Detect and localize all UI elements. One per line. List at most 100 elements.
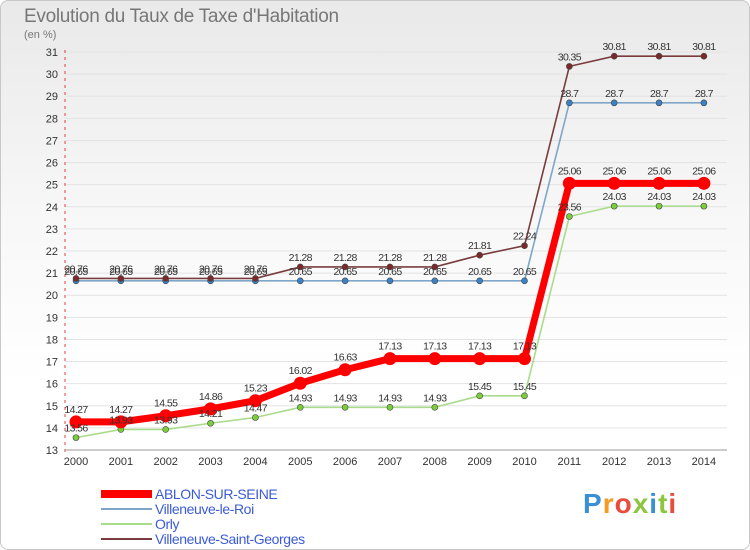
legend-label: ABLON-SUR-SEINE [155,486,277,502]
data-label: 21.28 [378,252,402,264]
data-point [562,176,576,190]
data-point [383,352,397,366]
data-label: 20.65 [199,266,223,278]
data-point [296,404,304,411]
x-tick-label: 2001 [109,456,133,468]
x-tick-label: 2011 [558,456,582,468]
data-point [473,352,487,366]
data-label: 17.13 [468,341,492,353]
data-label: 20.76 [244,263,268,275]
x-tick-label: 2007 [378,456,402,468]
y-tick-label: 14 [46,423,58,435]
x-tick-label: 2013 [647,456,671,468]
data-label: 20.65 [244,266,268,278]
data-point [386,277,394,285]
data-label: 16.63 [333,352,357,364]
unit-label: (en %) [24,29,57,41]
data-point [341,277,349,285]
data-label: 14.27 [64,404,88,416]
x-tick-label: 2003 [198,456,222,468]
data-label: 17.13 [423,341,447,353]
data-label: 20.76 [109,263,133,275]
x-tick-label: 2006 [333,456,357,468]
data-point [162,426,169,433]
data-point [655,99,663,107]
data-point [700,52,708,60]
x-tick-label: 2004 [243,456,267,468]
data-point [652,176,666,190]
data-point [431,404,439,411]
data-point [610,99,618,107]
data-label: 20.65 [289,266,313,278]
data-point [114,415,128,429]
data-point [697,176,711,190]
data-label: 24.03 [692,191,716,203]
data-point [521,392,528,400]
point-labels: 14.27 14.27 14.55 14.86 15.23 16.02 16.63 17.13… [64,41,717,434]
data-label: 17.13 [513,341,537,353]
axes: 13 14 15 16 17 18 19 20 21 22 23 24 25 26 27 28 29 30 31 20… [46,47,727,468]
y-tick-label: 20 [46,290,58,302]
data-point [159,409,173,423]
data-label: 25.06 [647,165,671,177]
data-label: 14.27 [109,404,133,416]
data-label: 15.45 [513,381,537,393]
data-label: 22.24 [513,231,537,243]
data-point [341,263,349,271]
data-label: 14.47 [244,402,268,414]
data-point [610,202,618,210]
data-label: 30.81 [692,41,716,53]
data-label: 24.03 [603,191,627,203]
y-tick-label: 13 [46,445,58,457]
y-tick-label: 17 [46,357,58,369]
x-tick-label: 2009 [467,456,491,468]
data-point [204,402,218,416]
data-label: 24.03 [647,191,671,203]
data-point [293,376,307,390]
data-point [338,363,352,377]
data-label: 21.28 [289,252,313,264]
data-label: 15.23 [244,383,268,395]
y-tick-label: 26 [46,158,58,170]
data-label: 28.7 [560,88,579,100]
data-label: 17.13 [378,341,402,353]
data-label: 30.81 [647,41,671,53]
data-label: 13.93 [109,414,133,426]
data-label: 28.7 [605,88,624,100]
data-label: 28.7 [695,88,714,100]
data-point [521,277,528,285]
legend: ABLON-SUR-SEINEVilleneuve-le-RoiOrlyVill… [101,486,305,547]
x-tick-label: 2002 [153,456,177,468]
data-label: 20.65 [513,266,537,278]
legend-label: Villeneuve-le-Roi [155,501,254,517]
y-tick-label: 29 [46,91,58,103]
data-label: 20.65 [64,266,88,278]
legend-label: Orly [155,516,179,532]
data-label: 21.81 [468,240,492,252]
data-label: 20.65 [423,266,447,278]
data-point [72,275,80,282]
data-label: 14.93 [289,392,313,404]
x-tick-label: 2010 [512,456,536,468]
data-point [162,275,169,282]
x-tick-label: 2008 [423,456,447,468]
y-tick-label: 15 [46,401,58,413]
chart-title: Evolution du Taux de Taxe d'Habitation [24,6,339,27]
data-label: 16.02 [289,365,313,377]
y-tick-label: 27 [46,135,58,147]
y-tick-label: 19 [46,312,58,324]
data-point [296,277,304,285]
data-point [386,404,394,411]
x-tick-label: 2014 [692,456,716,468]
data-point [566,99,573,107]
data-point [700,202,708,210]
data-point [386,263,394,271]
data-label: 30.35 [558,51,582,63]
data-label: 20.65 [468,266,492,278]
y-tick-label: 18 [46,334,58,346]
data-point [607,176,621,190]
y-tick-label: 16 [46,379,58,391]
series-group [69,52,711,441]
data-label: 30.81 [603,41,627,53]
